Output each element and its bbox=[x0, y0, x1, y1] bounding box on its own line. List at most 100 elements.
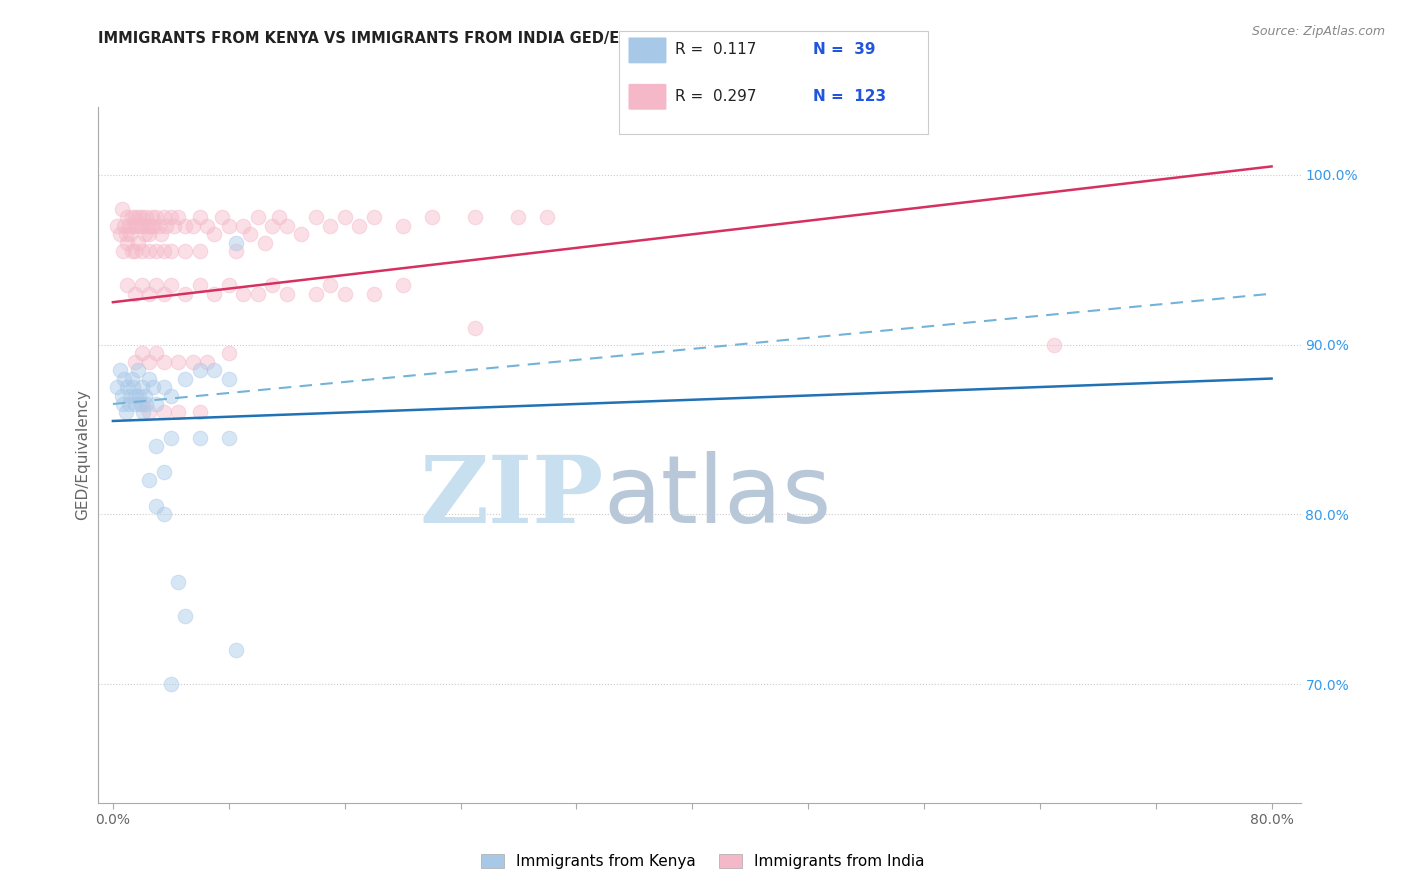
Point bbox=[195, 219, 218, 233]
Point bbox=[333, 211, 356, 225]
Point bbox=[108, 227, 131, 242]
Point bbox=[135, 211, 157, 225]
Point bbox=[155, 219, 177, 233]
Point bbox=[108, 363, 131, 377]
Point bbox=[333, 286, 356, 301]
Point bbox=[115, 227, 138, 242]
Point bbox=[138, 227, 160, 242]
Point bbox=[188, 211, 211, 225]
Point bbox=[122, 219, 145, 233]
Point bbox=[160, 677, 183, 691]
Text: R =  0.117: R = 0.117 bbox=[675, 43, 756, 57]
Point bbox=[105, 219, 128, 233]
Point bbox=[152, 354, 174, 368]
Point bbox=[115, 405, 138, 419]
Point bbox=[131, 211, 153, 225]
Point bbox=[232, 286, 254, 301]
Point bbox=[174, 286, 197, 301]
Point bbox=[225, 643, 247, 657]
Point bbox=[347, 219, 370, 233]
Legend: Immigrants from Kenya, Immigrants from India: Immigrants from Kenya, Immigrants from I… bbox=[475, 847, 931, 875]
Point bbox=[112, 244, 135, 259]
Point bbox=[105, 380, 128, 394]
Text: ZIP: ZIP bbox=[419, 451, 603, 541]
Point bbox=[319, 278, 342, 293]
Text: Source: ZipAtlas.com: Source: ZipAtlas.com bbox=[1251, 25, 1385, 38]
Point bbox=[246, 286, 269, 301]
Point bbox=[142, 219, 165, 233]
Point bbox=[138, 474, 160, 488]
Point bbox=[149, 227, 172, 242]
Point bbox=[125, 219, 148, 233]
Point bbox=[188, 244, 211, 259]
Point bbox=[202, 363, 225, 377]
Point bbox=[132, 219, 155, 233]
Point bbox=[142, 380, 165, 394]
Point bbox=[152, 405, 174, 419]
Point bbox=[127, 363, 149, 377]
Point bbox=[218, 278, 240, 293]
Point bbox=[117, 278, 139, 293]
Point bbox=[218, 219, 240, 233]
Point bbox=[202, 286, 225, 301]
Point bbox=[128, 211, 150, 225]
Point bbox=[167, 575, 190, 590]
Point bbox=[188, 278, 211, 293]
Point bbox=[218, 431, 240, 445]
Point bbox=[152, 286, 174, 301]
Point bbox=[135, 397, 157, 411]
Point bbox=[305, 286, 328, 301]
Point bbox=[464, 211, 486, 225]
Point bbox=[174, 371, 197, 385]
Point bbox=[124, 211, 146, 225]
Point bbox=[174, 219, 197, 233]
Point bbox=[174, 609, 197, 624]
Point bbox=[138, 286, 160, 301]
Point bbox=[391, 278, 413, 293]
Point bbox=[218, 346, 240, 360]
Point bbox=[211, 211, 233, 225]
Point bbox=[145, 439, 167, 453]
Point bbox=[112, 397, 135, 411]
Point bbox=[145, 499, 167, 513]
Text: R =  0.297: R = 0.297 bbox=[675, 89, 756, 103]
Point bbox=[218, 371, 240, 385]
Point bbox=[124, 244, 146, 259]
Point bbox=[132, 405, 155, 419]
Point bbox=[276, 219, 298, 233]
Point bbox=[188, 405, 211, 419]
Point bbox=[136, 219, 159, 233]
Point bbox=[131, 278, 153, 293]
Text: IMMIGRANTS FROM KENYA VS IMMIGRANTS FROM INDIA GED/EQUIVALENCY CORRELATION CHART: IMMIGRANTS FROM KENYA VS IMMIGRANTS FROM… bbox=[98, 31, 905, 46]
Point bbox=[120, 388, 142, 402]
Point bbox=[145, 278, 167, 293]
Text: N =  123: N = 123 bbox=[813, 89, 886, 103]
Point bbox=[262, 278, 284, 293]
Point bbox=[202, 227, 225, 242]
Text: N =  39: N = 39 bbox=[813, 43, 875, 57]
Point bbox=[160, 211, 183, 225]
Point bbox=[181, 219, 204, 233]
Point bbox=[167, 211, 190, 225]
Point bbox=[124, 354, 146, 368]
Point bbox=[129, 219, 152, 233]
Point bbox=[363, 211, 385, 225]
Point bbox=[145, 211, 167, 225]
Point bbox=[120, 227, 142, 242]
Point bbox=[246, 211, 269, 225]
Point bbox=[148, 219, 170, 233]
Point bbox=[110, 388, 132, 402]
Point bbox=[131, 397, 153, 411]
Point bbox=[174, 244, 197, 259]
Point bbox=[121, 371, 143, 385]
Y-axis label: GED/Equivalency: GED/Equivalency bbox=[75, 390, 90, 520]
Point bbox=[420, 211, 443, 225]
Point bbox=[117, 211, 139, 225]
Point bbox=[188, 431, 211, 445]
Point bbox=[160, 431, 183, 445]
Point bbox=[160, 278, 183, 293]
Point bbox=[152, 380, 174, 394]
Point bbox=[536, 211, 558, 225]
Point bbox=[110, 202, 132, 216]
Point bbox=[141, 211, 163, 225]
